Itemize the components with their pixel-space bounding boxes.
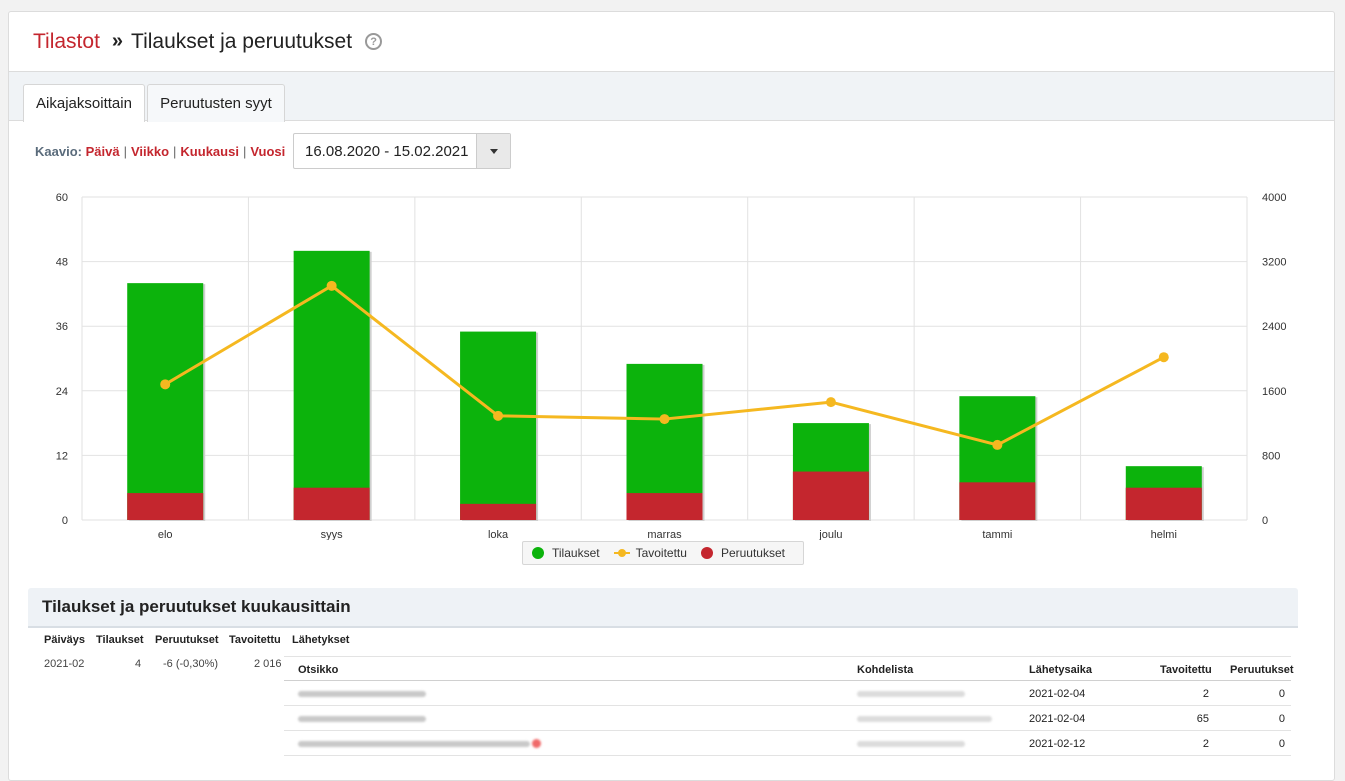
status-dot-icon [532, 739, 541, 748]
y-tick-label-right: 4000 [1262, 192, 1286, 204]
target-point [992, 439, 1003, 450]
y-tick-label-left: 60 [56, 192, 68, 204]
legend-item-target[interactable]: Tavoitettu [613, 546, 687, 560]
breadcrumb-root-link[interactable]: Tilastot [33, 29, 100, 53]
line-marker-icon [613, 547, 630, 559]
breadcrumb-separator: » [111, 30, 124, 52]
redacted-title [298, 716, 426, 722]
target-point [326, 280, 337, 291]
sends-table: Otsikko Kohdelista Lähetysaika Tavoitett… [284, 656, 1294, 756]
bar-cancellations [1125, 487, 1202, 520]
target-point [825, 397, 836, 408]
row-cancellations: -6 (-0,30%) [163, 658, 219, 670]
row-target: 2 016 [254, 658, 282, 670]
target-point [160, 379, 171, 390]
bar-cancellations [626, 493, 703, 520]
monthly-table-title: Tilaukset ja peruutukset kuukausittain [28, 588, 1298, 628]
sends-col-cancelled: Peruutukset [1230, 664, 1294, 676]
bar-orders [127, 283, 204, 520]
help-icon[interactable]: ? [365, 33, 383, 50]
send-cancelled: 0 [1278, 688, 1285, 700]
target-point [1158, 352, 1169, 363]
row-orders: 4 [135, 658, 142, 670]
main-panel: Tilastot » Tilaukset ja peruutukset ? Ai… [8, 11, 1335, 781]
x-tick-label: tammi [982, 529, 1012, 540]
x-tick-label: elo [158, 529, 173, 540]
redacted-title [298, 741, 530, 747]
date-range-value: 16.08.2020 - 15.02.2021 [305, 142, 469, 160]
sends-table-header: Otsikko Kohdelista Lähetysaika Tavoitett… [284, 656, 1294, 681]
send-time: 2021-02-04 [1029, 713, 1086, 725]
col-header-target: Tavoitettu [229, 634, 281, 646]
chart-granularity-controls: Kaavio: Päivä | Viikko | Kuukausi | Vuosi [35, 143, 286, 159]
x-tick-label: marras [647, 529, 682, 540]
col-header-cancellations: Peruutukset [155, 634, 219, 646]
y-tick-label-right: 2400 [1262, 321, 1286, 333]
table-row[interactable]: 2021-02-04 2 0 [284, 681, 1291, 706]
bar-cancellations [460, 503, 537, 520]
y-tick-label-right: 3200 [1262, 257, 1286, 269]
col-header-sends: Lähetykset [292, 634, 350, 646]
y-tick-label-right: 0 [1262, 515, 1268, 527]
chevron-down-icon [489, 148, 498, 154]
granularity-year-link[interactable]: Vuosi [250, 143, 286, 159]
y-tick-label-right: 800 [1262, 450, 1280, 462]
send-reached: 2 [1202, 688, 1209, 700]
y-tick-label-left: 12 [56, 450, 68, 462]
tab-bar: Aikajaksoittain Peruutusten syyt [9, 72, 1334, 122]
page-title: Tilaukset ja peruutukset [131, 29, 353, 53]
bar-cancellations [293, 487, 370, 520]
col-header-orders: Tilaukset [96, 634, 144, 646]
redacted-title [298, 691, 426, 697]
row-date: 2021-02 [44, 658, 85, 670]
redacted-list [857, 741, 965, 747]
x-tick-label: syys [321, 529, 344, 540]
orders-chart: 0 12 24 36 48 60 0 800 1600 2400 3200 4000 elo syys lo… [56, 192, 1287, 540]
table-row[interactable]: 2021-02-12 2 0 [284, 731, 1291, 756]
x-tick-label: helmi [1151, 529, 1177, 540]
legend-item-orders[interactable]: Tilaukset [532, 546, 600, 560]
bar-cancellations [959, 482, 1036, 520]
legend-item-cancellations[interactable]: Peruutukset [700, 546, 785, 560]
green-dot-icon [532, 547, 544, 559]
tab-peruutusten-syyt[interactable]: Peruutusten syyt [147, 84, 285, 122]
send-reached: 65 [1196, 713, 1209, 725]
granularity-day-link[interactable]: Päivä [85, 143, 120, 159]
tab-aikajaksoittain[interactable]: Aikajaksoittain [23, 84, 145, 122]
send-time: 2021-02-04 [1029, 688, 1086, 700]
sends-col-time: Lähetysaika [1029, 664, 1092, 676]
chart-legend: Tilaukset Tavoitettu Peruutukset [522, 541, 804, 565]
date-range-picker[interactable]: 16.08.2020 - 15.02.2021 [293, 133, 511, 169]
chart-label: Kaavio: [35, 143, 82, 159]
x-tick-label: joulu [818, 529, 842, 540]
y-tick-label-left: 48 [56, 257, 68, 269]
send-time: 2021-02-12 [1029, 738, 1086, 750]
target-point [493, 410, 504, 421]
col-header-date: Päiväys [44, 634, 85, 646]
bar-orders [460, 331, 537, 520]
date-range-dropdown-button[interactable] [476, 134, 510, 168]
bar-orders [293, 250, 370, 520]
redacted-list [857, 691, 965, 697]
redacted-list [857, 716, 992, 722]
y-tick-label-left: 0 [62, 515, 68, 527]
send-reached: 2 [1202, 738, 1209, 750]
y-tick-label-right: 1600 [1262, 386, 1286, 398]
granularity-month-link[interactable]: Kuukausi [180, 143, 239, 159]
table-row[interactable]: 2021-02-04 65 0 [284, 706, 1291, 731]
red-dot-icon [700, 547, 713, 559]
page-header: Tilastot » Tilaukset ja peruutukset ? [9, 12, 1334, 72]
sends-col-reached: Tavoitettu [1160, 664, 1212, 676]
sends-col-list: Kohdelista [857, 664, 914, 676]
bar-cancellations [127, 493, 204, 520]
target-point [659, 414, 670, 425]
x-tick-label: loka [488, 529, 509, 540]
send-cancelled: 0 [1278, 713, 1285, 725]
granularity-week-link[interactable]: Viikko [130, 143, 170, 159]
y-tick-label-left: 24 [56, 386, 68, 398]
bar-cancellations [792, 471, 869, 520]
sends-col-title: Otsikko [298, 664, 339, 676]
send-cancelled: 0 [1278, 738, 1285, 750]
y-tick-label-left: 36 [56, 321, 68, 333]
